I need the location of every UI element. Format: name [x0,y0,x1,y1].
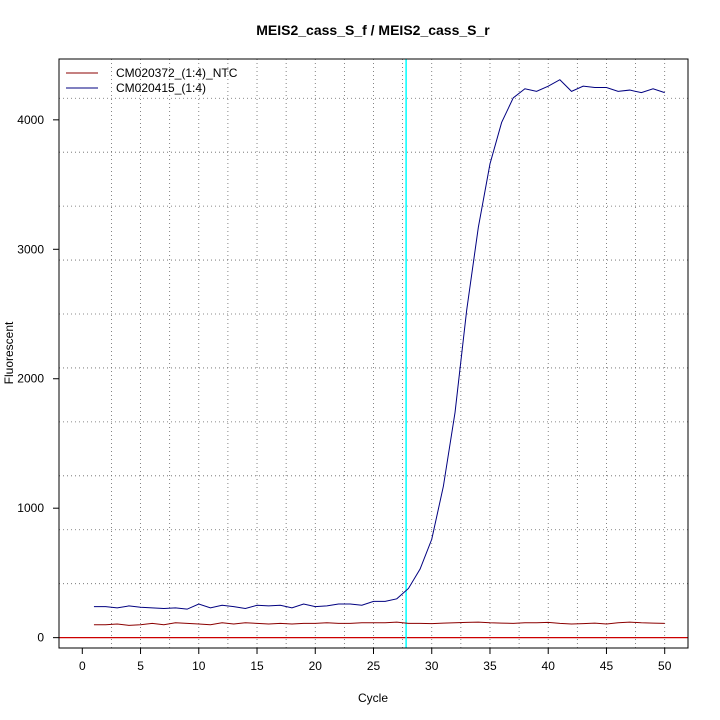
x-tick-label: 30 [425,659,439,673]
legend-label-1: CM020372_(1:4)_NTC [116,66,238,80]
x-tick-label: 40 [542,659,556,673]
x-tick-label: 10 [192,659,206,673]
x-tick-label: 20 [309,659,323,673]
y-tick-label: 2000 [17,372,44,386]
axes: 0 5 10 15 20 25 30 35 40 45 50 0 1000 2000 3000 4000 [17,113,671,673]
x-tick-label: 0 [79,659,86,673]
x-tick-label: 35 [483,659,497,673]
y-tick-label: 3000 [17,242,44,256]
x-tick-label: 50 [658,659,672,673]
legend-label-2: CM020415_(1:4) [116,81,206,95]
series-line-2 [93,79,665,610]
chart-title: MEIS2_cass_S_f / MEIS2_cass_S_r [256,22,490,38]
y-tick-label: 0 [37,631,44,645]
x-tick-label: 15 [250,659,264,673]
grid [59,59,688,648]
x-axis-label: Cycle [358,691,388,705]
y-axis-label: Fluorescent [2,321,16,384]
plot-lines [59,59,688,648]
y-tick-label: 4000 [17,113,44,127]
x-tick-label: 25 [367,659,381,673]
x-tick-label: 5 [137,659,144,673]
y-tick-label: 1000 [17,501,44,515]
series-line-1 [93,621,665,626]
x-tick-label: 45 [600,659,614,673]
plot-border [58,58,689,649]
